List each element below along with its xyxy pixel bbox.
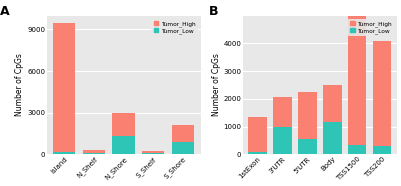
Y-axis label: Number of CpGs: Number of CpGs xyxy=(15,54,24,116)
Legend: Tumor_High, Tumor_Low: Tumor_High, Tumor_Low xyxy=(348,19,394,36)
Bar xyxy=(53,152,75,154)
Bar xyxy=(348,14,367,145)
Bar xyxy=(323,85,342,122)
Bar xyxy=(112,113,135,136)
Bar xyxy=(172,142,194,154)
Legend: Tumor_High, Tumor_Low: Tumor_High, Tumor_Low xyxy=(151,19,198,36)
Bar xyxy=(273,97,292,127)
Text: B: B xyxy=(209,4,219,17)
Bar xyxy=(83,150,105,153)
Bar xyxy=(298,139,317,154)
Bar xyxy=(248,152,267,154)
Bar xyxy=(248,117,267,152)
Text: A: A xyxy=(0,4,10,17)
Bar xyxy=(373,41,391,146)
Bar xyxy=(323,122,342,154)
Bar xyxy=(142,151,164,153)
Bar xyxy=(348,145,367,154)
Bar xyxy=(172,125,194,142)
Y-axis label: Number of CpGs: Number of CpGs xyxy=(212,54,221,116)
Bar xyxy=(53,23,75,152)
Bar xyxy=(273,127,292,154)
Bar xyxy=(142,153,164,154)
Bar xyxy=(373,146,391,154)
Bar xyxy=(298,92,317,139)
Bar xyxy=(112,136,135,154)
Bar xyxy=(83,153,105,154)
